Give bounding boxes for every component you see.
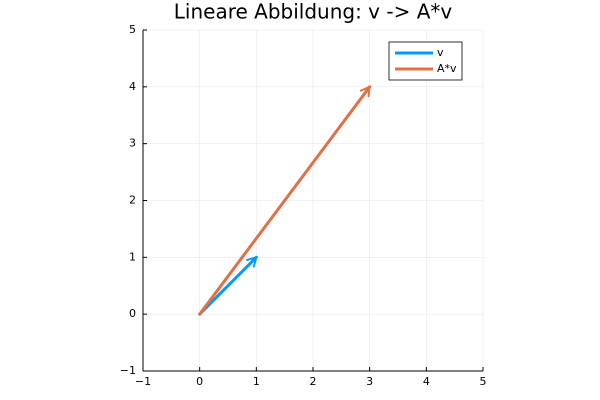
y-tick-label: 0 — [129, 307, 136, 320]
x-tick-label: 5 — [480, 375, 487, 388]
x-tick-label: 3 — [366, 375, 373, 388]
y-tick-label: 2 — [129, 194, 136, 207]
legend-label: v — [437, 46, 444, 59]
series-line — [198, 85, 372, 316]
x-tick-label: 0 — [196, 375, 203, 388]
x-tick-label: 2 — [310, 375, 317, 388]
legend-box — [388, 41, 463, 81]
y-tick-label: 4 — [129, 80, 136, 93]
chart-title: Lineare Abbildung: v -> A*v — [174, 0, 453, 24]
y-tick-label: 1 — [129, 250, 136, 263]
y-tick-label: 3 — [129, 137, 136, 150]
y-tick-label: −1 — [120, 364, 136, 377]
x-tick-label: 4 — [423, 375, 430, 388]
legend-label: A*v — [437, 62, 457, 75]
series-line — [198, 255, 258, 316]
x-tick-label: 1 — [253, 375, 260, 388]
y-tick-label: 5 — [129, 23, 136, 36]
x-tick-label: −1 — [135, 375, 151, 388]
